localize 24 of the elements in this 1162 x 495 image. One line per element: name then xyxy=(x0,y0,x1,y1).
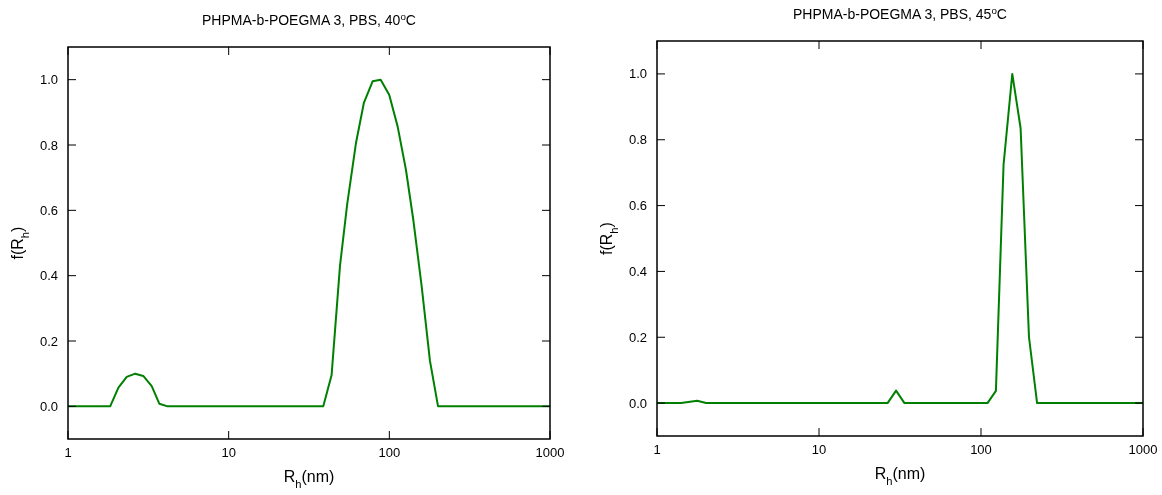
chart-title: PHPMA-b-POEGMA 3, PBS, 45$^{o}$C xyxy=(793,4,1007,22)
x-tick-label: 10 xyxy=(811,442,827,457)
y-tick-label: 0.2 xyxy=(628,329,647,345)
y-tick-label: 1.0 xyxy=(628,66,647,82)
y-tick-label: 0.2 xyxy=(39,333,58,349)
x-axis-title: R$_{h}$(nm) xyxy=(283,468,335,490)
y-tick-label: 0.0 xyxy=(628,395,647,411)
x-tick-label: 1 xyxy=(653,442,661,457)
x-tick-label: 10 xyxy=(221,445,236,460)
y-tick-label: 0.6 xyxy=(39,202,58,218)
chart-title: PHPMA-b-POEGMA 3, PBS, 40$^{o}$C xyxy=(202,10,416,28)
y-tick-label: 0.6 xyxy=(628,198,647,214)
x-tick-label: 1 xyxy=(64,445,72,460)
x-axis-title: R$_{h}$(nm) xyxy=(874,465,926,487)
x-tick-label: 1000 xyxy=(535,445,565,460)
y-tick-label: 0.0 xyxy=(39,398,58,414)
x-tick-label: 100 xyxy=(378,445,401,460)
x-tick-label: 1000 xyxy=(1128,442,1158,457)
y-tick-label: 0.8 xyxy=(628,132,647,148)
y-tick-label: 1.0 xyxy=(39,72,58,88)
y-tick-label: 0.8 xyxy=(39,137,58,153)
y-tick-label: 0.4 xyxy=(39,268,58,284)
y-tick-label: 0.4 xyxy=(628,263,647,279)
x-tick-label: 100 xyxy=(970,442,992,457)
